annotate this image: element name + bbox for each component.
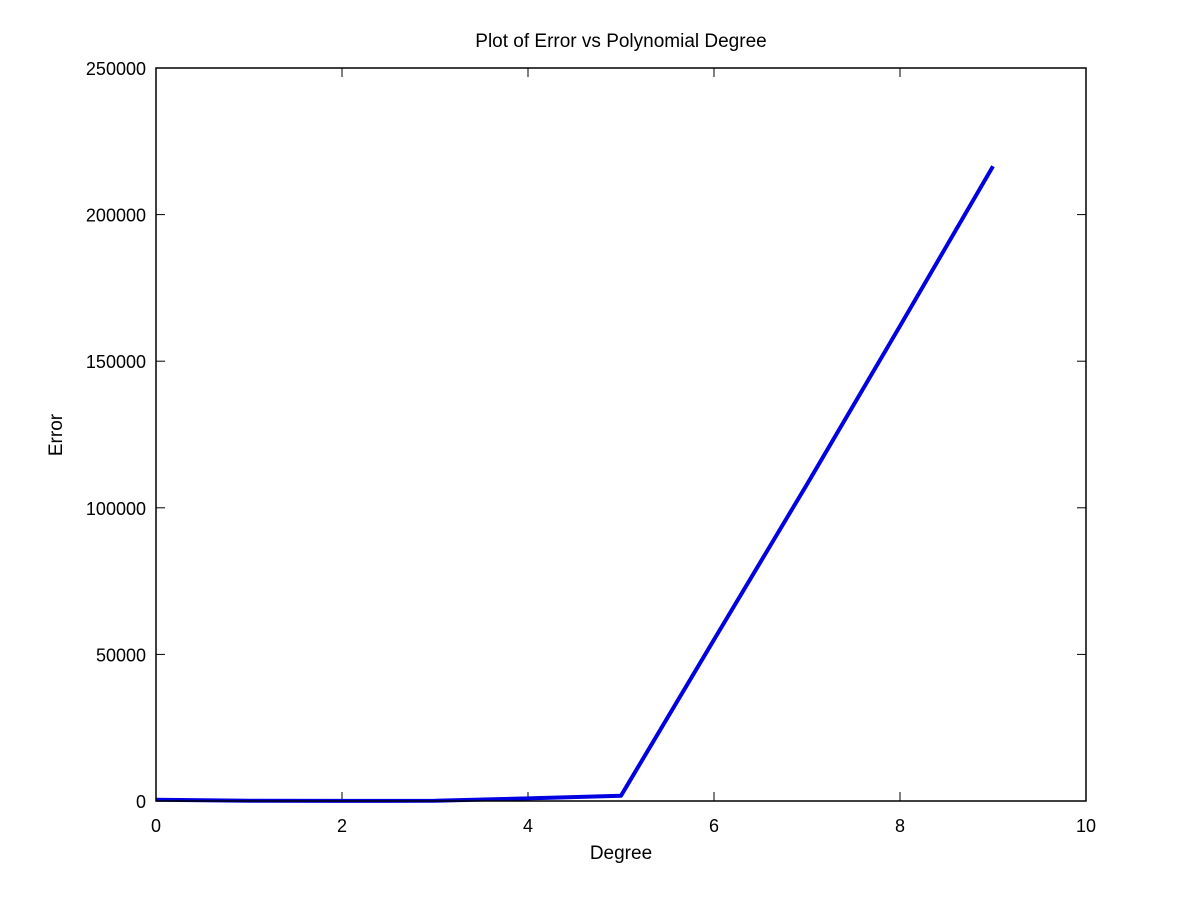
plot-frame	[155, 67, 1087, 802]
axis-ticks: 0 2 4 6 8 10 0 50000 100000 150000 200000 250000	[86, 59, 1096, 836]
y-tick-label: 0	[136, 792, 146, 812]
x-tick-label: 0	[151, 816, 161, 836]
x-tick-label: 6	[709, 816, 719, 836]
y-tick-label: 100000	[86, 499, 146, 519]
y-tick-label: 150000	[86, 352, 146, 372]
chart-title: Plot of Error vs Polynomial Degree	[475, 31, 766, 52]
x-tick-label: 10	[1076, 816, 1096, 836]
y-tick-label: 200000	[86, 206, 146, 226]
x-tick-label: 8	[895, 816, 905, 836]
x-tick-label: 2	[337, 816, 347, 836]
x-tick-label: 4	[523, 816, 533, 836]
series-layer	[155, 165, 995, 803]
y-axis-label: Error	[46, 413, 67, 456]
series-line	[155, 165, 995, 803]
y-tick-label: 50000	[96, 645, 146, 665]
y-tick-label: 250000	[86, 59, 146, 79]
x-axis-label: Degree	[590, 843, 652, 864]
